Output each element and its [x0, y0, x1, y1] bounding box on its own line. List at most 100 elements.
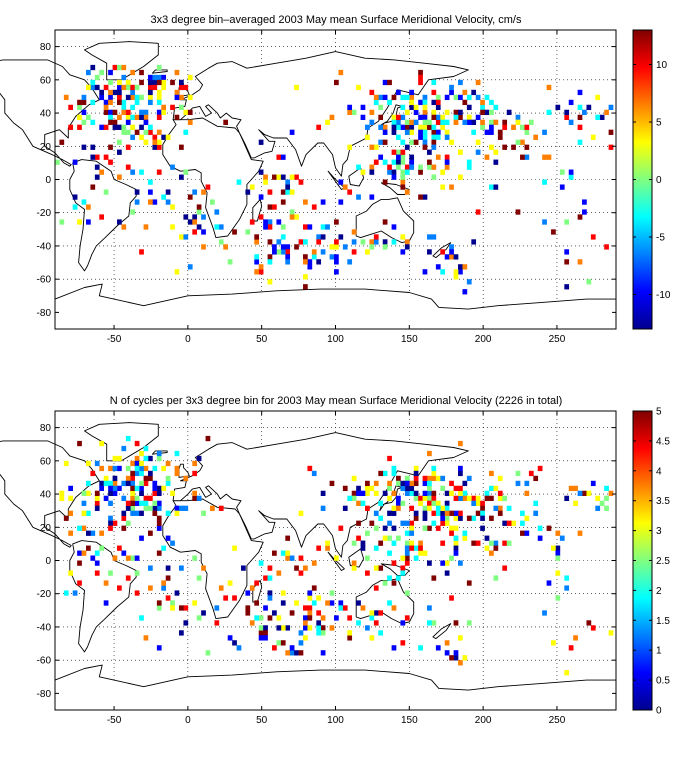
cycles-bin-cell — [263, 635, 268, 641]
cycles-bin-cell — [462, 655, 468, 661]
cycles-bin-cell — [94, 460, 100, 467]
velocity-bin-cell — [294, 84, 299, 91]
velocity-bin-cell — [179, 174, 184, 180]
velocity-bin-cell — [449, 254, 454, 260]
cycles-bin-cell — [480, 525, 485, 531]
cycles-bin-cell — [444, 650, 450, 656]
cycles-bin-cell — [298, 555, 304, 561]
velocity-colorbar-tick-label: -10 — [656, 290, 671, 301]
velocity-bin-cell — [139, 124, 144, 130]
cycles-bin-cell — [161, 545, 167, 551]
cycles-bin-cell — [130, 495, 136, 501]
velocity-bin-cell — [440, 269, 446, 275]
velocity-bin-cell — [121, 99, 127, 106]
velocity-bin-cell — [365, 134, 370, 140]
cycles-bin-cell — [537, 525, 543, 531]
velocity-bin-cell — [90, 79, 96, 86]
velocity-bin-cell — [458, 174, 463, 180]
cycles-bin-cell — [139, 460, 144, 467]
cycles-bin-cell — [307, 590, 313, 596]
velocity-bin-cell — [267, 239, 273, 245]
velocity-x-tick-label: 0 — [185, 334, 191, 345]
velocity-bin-cell — [422, 139, 428, 145]
velocity-bin-cell — [427, 159, 432, 165]
velocity-bin-cell — [134, 94, 140, 101]
velocity-bin-cell — [130, 89, 136, 96]
cycles-y-tick-label: 40 — [40, 490, 52, 501]
cycles-bin-cell — [152, 480, 158, 487]
velocity-bin-cell — [404, 129, 410, 135]
velocity-bin-cell — [484, 109, 490, 116]
velocity-bin-cell — [435, 114, 441, 120]
cycles-x-tick-label: 200 — [475, 715, 492, 726]
velocity-bin-cell — [187, 119, 193, 125]
velocity-bin-cell — [192, 229, 198, 235]
velocity-bin-cell — [360, 104, 366, 111]
cycles-bin-cell — [373, 610, 379, 616]
velocity-bin-cell — [183, 84, 189, 91]
velocity-bin-cell — [334, 244, 339, 250]
velocity-bin-cell — [320, 234, 326, 240]
cycles-bin-cell — [466, 495, 472, 501]
cycles-bin-cell — [564, 495, 570, 501]
velocity-bin-cell — [338, 234, 344, 240]
cycles-bin-cell — [409, 485, 415, 492]
cycles-bin-cell — [196, 615, 202, 621]
cycles-bin-cell — [400, 570, 406, 576]
cycles-bin-cell — [223, 595, 229, 601]
velocity-bin-cell — [125, 164, 131, 170]
cycles-bin-cell — [356, 490, 361, 497]
cycles-bin-cell — [152, 485, 158, 492]
cycles-bin-cell — [108, 480, 113, 487]
cycles-bin-cell — [387, 575, 392, 581]
cycles-bin-cell — [515, 470, 521, 477]
cycles-bin-cell — [356, 500, 361, 506]
cycles-bin-cell — [502, 540, 508, 546]
cycles-bin-cell — [263, 575, 268, 581]
velocity-bin-cell — [542, 129, 547, 135]
velocity-bin-cell — [546, 84, 552, 91]
cycles-bin-cell — [165, 595, 171, 601]
cycles-bin-cell — [546, 525, 552, 531]
cycles-coastline — [84, 422, 159, 462]
cycles-bin-cell — [77, 525, 82, 531]
cycles-bin-cell — [458, 660, 463, 666]
velocity-bin-cell — [431, 134, 437, 140]
cycles-bin-cell — [143, 505, 149, 511]
cycles-bin-cell — [90, 555, 96, 561]
velocity-bin-cell — [427, 119, 432, 125]
cycles-bin-cell — [404, 480, 410, 487]
cycles-bin-cell — [134, 555, 140, 561]
cycles-bin-cell — [86, 545, 91, 551]
velocity-bin-cell — [174, 89, 180, 96]
cycles-bin-cell — [156, 520, 162, 526]
cycles-bin-cell — [435, 505, 441, 511]
velocity-bin-cell — [435, 119, 441, 125]
cycles-y-ticks: 80 60 40 20 0 -20 -40 -60 -80 — [37, 423, 616, 700]
velocity-bin-cell — [351, 239, 357, 245]
cycles-bin-cell — [413, 490, 419, 497]
cycles-bin-cell — [218, 505, 224, 511]
velocity-bin-cell — [139, 94, 144, 101]
cycles-bin-cell — [112, 480, 118, 487]
cycles-bin-cell — [537, 535, 543, 541]
cycles-bin-cell — [134, 590, 140, 596]
velocity-bin-cell — [152, 134, 158, 140]
velocity-bin-cell — [404, 94, 410, 101]
velocity-bin-cell — [272, 174, 277, 180]
cycles-bin-cell — [356, 520, 361, 526]
cycles-bin-cell — [453, 545, 459, 551]
velocity-bin-cell — [143, 224, 149, 230]
cycles-bin-cell — [453, 550, 459, 556]
velocity-bin-cell — [59, 139, 65, 145]
velocity-bin-cell — [130, 94, 136, 101]
velocity-bin-cell — [475, 209, 481, 215]
cycles-bin-cell — [528, 470, 534, 477]
velocity-bin-cell — [99, 214, 105, 220]
cycles-bin-cell — [391, 465, 397, 472]
velocity-bin-cell — [249, 184, 255, 190]
velocity-bin-cell — [586, 104, 592, 111]
velocity-bin-cell — [342, 184, 348, 190]
velocity-bin-cell — [577, 139, 583, 145]
cycles-bin-cell — [174, 590, 180, 596]
